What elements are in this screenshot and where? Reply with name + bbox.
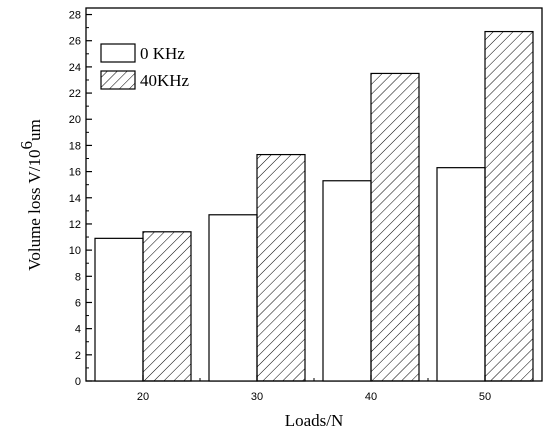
y-tick-label: 18 [69,140,81,152]
y-axis-title-exponent: 6 [17,141,36,150]
y-tick-label: 4 [75,324,81,336]
y-tick-label: 6 [75,297,81,309]
y-axis-title-unit: um [25,119,44,141]
x-axis-title: Loads/N [285,411,344,430]
y-tick-label: 0 [75,376,81,388]
y-tick-label: 22 [69,88,81,100]
bar-0khz-20 [94,237,144,382]
bar-40khz-20 [142,231,192,382]
y-tick-label: 10 [69,245,81,257]
legend: 0 KHz 40KHz [100,43,190,90]
y-tick-label: 14 [69,193,81,205]
y-axis-title-main: Volume loss V/10 [25,150,44,271]
bars [94,30,534,382]
legend-label-40khz: 40KHz [140,71,190,90]
legend-swatch-0khz [100,43,136,63]
x-tick-label: 20 [137,391,149,403]
x-tick-label: 30 [251,391,263,403]
y-tick-label: 8 [75,271,81,283]
x-tick-label: 40 [365,391,377,403]
y-tick-label: 16 [69,167,81,179]
legend-label-0khz: 0 KHz [140,44,185,63]
y-tick-label: 28 [69,10,81,22]
legend-swatch-40khz [100,70,136,90]
y-tick-label: 2 [75,350,81,362]
y-tick-label: 24 [69,62,81,74]
y-axis-title: Volume loss V/106um [17,119,44,270]
bar-40khz-40 [370,72,420,382]
bar-0khz-40 [322,180,372,382]
bar-0khz-30 [208,214,258,382]
bar-40khz-50 [484,30,534,382]
x-axis: 20 30 40 50 [137,375,491,403]
y-tick-label: 12 [69,219,81,231]
bar-0khz-50 [436,167,486,382]
y-tick-label: 20 [69,114,81,126]
y-tick-label: 26 [69,36,81,48]
x-tick-label: 50 [479,391,491,403]
bar-40khz-30 [256,153,306,382]
